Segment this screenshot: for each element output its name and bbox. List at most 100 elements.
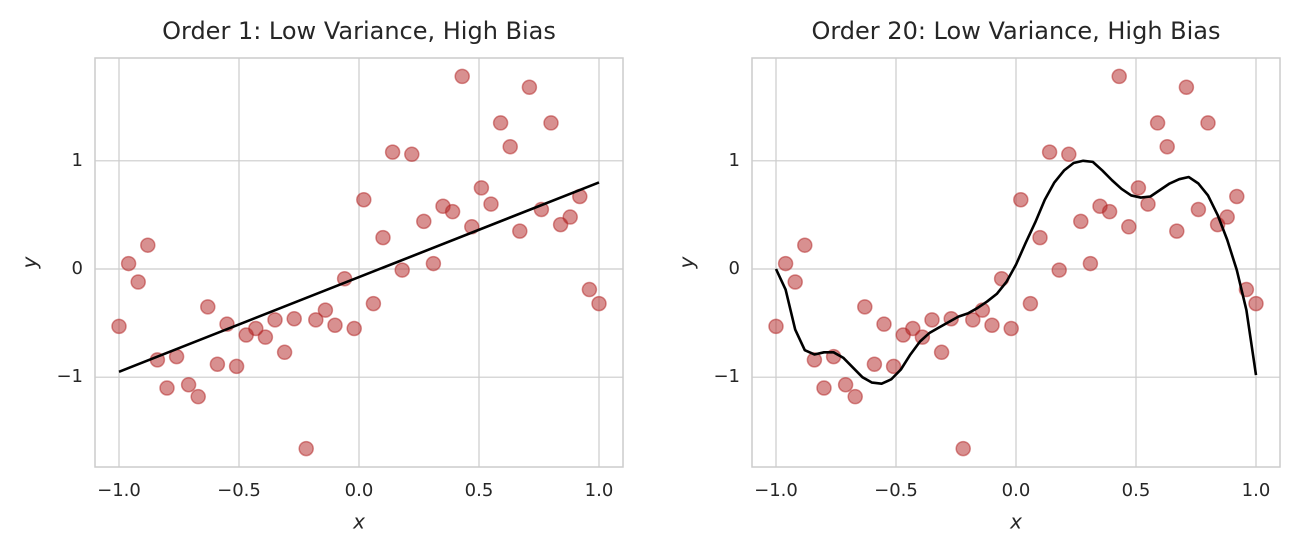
data-point [120,255,137,272]
data-point [512,223,528,239]
data-point [984,317,1000,334]
data-point [521,79,538,95]
data-point [375,229,391,246]
data-point [543,115,559,131]
data-point [866,356,883,372]
x-tick-label: −1.0 [97,480,141,501]
data-point [308,312,324,328]
data-point [267,312,283,328]
y-tick-label: −1 [56,366,83,387]
axes-frame [94,57,624,468]
chart-title: Order 20: Low Variance, High Bias [811,17,1220,45]
data-point [857,299,873,315]
data-point [1101,203,1118,220]
data-point [955,440,971,457]
data-point [1121,219,1137,235]
data-point [454,68,470,85]
data-point [317,302,334,318]
data-point [248,320,264,337]
data-point [876,316,892,332]
data-point [1061,146,1077,163]
data-point [1032,229,1048,246]
data-point [180,377,197,393]
data-point [276,344,293,361]
subplot: −1.0 −0.5 0.0 0.5 1.0 −1 0 1 Order 1: Low Varian… [18,17,624,534]
data-point [365,295,382,312]
axes-frame [751,57,1281,468]
fit-line [118,181,600,373]
data-point [1229,188,1245,205]
x-axis-label: x [352,510,365,534]
y-tick-label: 0 [72,258,83,279]
data-point [591,295,607,312]
data-point [777,255,794,272]
data-point [1178,79,1195,95]
data-point [1130,180,1147,196]
data-point [1022,295,1039,312]
data-point [914,329,931,345]
data-point [1140,196,1156,212]
data-point [581,281,598,298]
data-point [1190,201,1207,218]
x-tick-label: −1.0 [754,480,798,501]
subplot: −1.0 −0.5 0.0 0.5 1.0 −1 0 1 Order 20: Low Varia… [675,17,1281,534]
data-point [1073,213,1089,230]
data-point [1219,209,1235,225]
data-point [768,318,784,335]
data-point [837,377,854,393]
data-point [1041,144,1058,160]
x-tick-label: 0.5 [465,480,494,501]
data-point [933,344,950,361]
x-tick-label: 1.0 [585,480,614,501]
x-tick-label: −0.5 [217,480,261,501]
data-point [209,356,226,372]
x-axis-label: x [1009,510,1022,534]
data-point [425,255,442,272]
data-point [200,299,216,315]
y-tick-label: 1 [729,150,740,171]
data-point [816,380,832,396]
y-tick-label: 0 [729,258,740,279]
data-point [797,237,813,253]
data-point [787,274,803,290]
data-point [327,317,343,334]
data-point [1248,295,1264,312]
data-point [346,320,362,337]
data-point [190,388,206,405]
data-point [228,358,245,375]
data-point [444,203,461,220]
chart-title: Order 1: Low Variance, High Bias [162,17,556,45]
data-point [394,262,410,278]
data-point [885,358,902,375]
x-tick-label: 0.0 [345,480,374,501]
y-axis-label: y [675,255,699,269]
data-point [1149,115,1166,131]
data-point [159,380,175,396]
data-point [1169,223,1185,239]
data-point [905,320,921,337]
x-tick-label: −0.5 [874,480,918,501]
data-point [1082,255,1099,272]
data-point [806,352,823,368]
data-point [286,311,302,327]
data-point [384,144,401,160]
fit-line [774,159,1258,385]
data-point [257,329,274,345]
data-point [492,115,509,131]
data-point [1200,115,1216,131]
data-point [483,196,499,212]
data-point [1003,320,1019,337]
data-point [356,191,372,208]
data-point [1159,138,1175,155]
data-point [1111,68,1127,85]
data-point [965,312,981,328]
y-tick-label: −1 [713,366,740,387]
data-point [502,138,518,155]
data-point [130,274,146,290]
data-point [111,318,127,335]
data-point [473,180,490,196]
data-point [416,213,432,230]
data-point [1051,262,1067,278]
data-point [924,312,940,328]
